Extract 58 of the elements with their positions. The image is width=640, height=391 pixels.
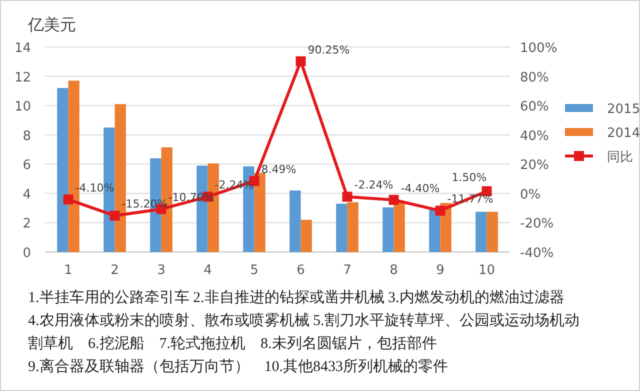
x-tick-label: 1 — [64, 263, 72, 278]
x-tick-label: 2 — [110, 263, 119, 278]
y2-tick-label: 60% — [520, 100, 549, 115]
y-tick-label: 14 — [14, 41, 31, 56]
legend-label: 2015 — [607, 102, 640, 117]
x-tick-label: 7 — [343, 263, 352, 278]
point — [342, 192, 352, 202]
y-tick-label: 4 — [22, 187, 31, 202]
x-tick-label: 9 — [436, 263, 444, 278]
bar — [347, 202, 358, 252]
y2-tick-label: 100% — [520, 41, 558, 56]
text: 4.农用液体或粉末的喷射、散布或喷雾机械 5.割刀水平旋转草坪、公园或运动场机动 — [28, 312, 580, 329]
y2-tick-label: 40% — [520, 128, 549, 144]
point — [435, 206, 446, 216]
legend-label: 2014 — [607, 126, 640, 141]
bar — [300, 220, 312, 252]
bar — [486, 212, 498, 252]
data-label: 1.50% — [452, 171, 487, 184]
x-tick-label: 3 — [157, 263, 166, 278]
y2-tick-label: 80% — [520, 70, 549, 86]
data-label: -10.70% — [168, 191, 214, 204]
point — [296, 56, 306, 66]
x-tick-label: 10 — [478, 263, 496, 278]
point — [388, 194, 399, 205]
data-label: 90.25% — [308, 43, 350, 56]
bar — [254, 172, 266, 252]
y-tick-label: 8 — [22, 128, 31, 144]
x-tick-label: 8 — [390, 263, 398, 278]
legend-label: 同比 — [607, 150, 633, 165]
point — [110, 210, 120, 221]
data-label: -2.24% — [214, 178, 254, 192]
text: 9.离合器及联轴器（包括万向节） 10.其他8433所列机械的零件 — [28, 358, 448, 375]
bar — [57, 88, 68, 252]
data-label: 8.49% — [261, 162, 296, 176]
y2-tick-label: -20% — [520, 216, 554, 232]
bar — [290, 190, 301, 252]
bar — [336, 204, 348, 252]
x-tick-label: 5 — [250, 263, 258, 278]
y2-tick-label: 20% — [520, 158, 549, 174]
y-tick-label: 0 — [22, 246, 31, 261]
y-tick-label: 6 — [22, 158, 31, 174]
data-label: -2.24% — [354, 178, 394, 192]
x-tick-label: 4 — [204, 263, 212, 278]
text: 割草机 6.挖泥船 7.轮式拖拉机 8.未列名圆锯片，包括部件 — [28, 335, 437, 352]
bar — [382, 207, 394, 252]
y2-tick-label: -40% — [520, 246, 554, 261]
bar — [394, 202, 405, 252]
text: 1.半挂车用的公路牵引车 2.非自推进的钻探或凿井机械 3.内燃发动机的燃油过滤器 — [28, 289, 564, 306]
bar — [429, 210, 440, 252]
data-label: -4.40% — [400, 182, 440, 195]
y-tick-label: 10 — [14, 100, 31, 115]
y2-tick-label: 0% — [520, 187, 541, 202]
x-tick-label: 6 — [296, 263, 305, 278]
chart-title: 亿美元 — [27, 15, 76, 34]
bar — [476, 212, 487, 252]
y-tick-label: 12 — [14, 70, 31, 86]
point — [63, 194, 74, 204]
y-tick-label: 2 — [22, 216, 31, 232]
